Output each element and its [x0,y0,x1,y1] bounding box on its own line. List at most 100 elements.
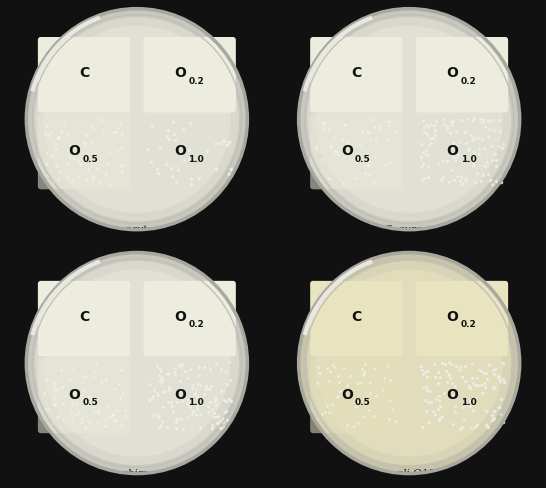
Point [89,125,98,133]
Point [382,363,391,370]
Point [44,172,52,180]
Point [117,422,126,429]
Circle shape [302,13,516,226]
Point [68,365,77,372]
Point [418,141,426,148]
Point [45,406,54,413]
Point [191,389,199,397]
Point [90,367,98,375]
Point [186,398,194,406]
Point [165,386,174,394]
Point [185,156,194,164]
Point [107,181,116,188]
Point [210,413,219,421]
Point [102,376,111,384]
Point [150,386,159,394]
Point [47,153,56,161]
Text: 0.2: 0.2 [188,76,204,85]
Point [357,365,366,373]
Point [379,374,388,382]
Point [360,170,369,178]
Point [483,133,492,141]
Point [41,161,50,168]
Point [421,368,430,376]
Text: O: O [447,309,459,324]
Text: 1.0: 1.0 [188,398,204,407]
Point [313,363,322,371]
Point [155,371,164,379]
Point [467,157,476,164]
Point [495,117,503,125]
Circle shape [302,257,516,470]
Point [312,418,321,426]
Point [153,363,162,370]
Point [464,147,473,155]
Point [216,140,224,147]
Point [75,391,84,399]
Point [460,152,468,160]
Point [370,179,379,186]
Point [386,377,395,385]
Point [179,157,188,165]
Point [324,175,333,183]
Point [365,379,374,387]
Point [462,176,471,184]
Point [424,174,432,182]
Point [112,418,121,426]
Point [337,136,346,143]
Point [360,395,369,403]
Point [206,365,215,373]
Point [219,424,228,431]
Point [40,389,49,397]
Point [164,384,173,391]
Point [67,417,76,425]
Point [64,131,73,139]
Circle shape [43,26,230,213]
Point [364,172,373,180]
Point [157,421,166,429]
Point [423,124,432,132]
Point [343,422,352,429]
Point [479,144,488,152]
Point [329,361,337,369]
Text: O: O [174,387,186,402]
Point [447,120,455,127]
Point [335,387,344,395]
Point [364,158,373,165]
Point [173,415,181,423]
Point [423,373,431,381]
Point [88,372,97,380]
Point [356,141,365,149]
Point [177,386,186,394]
Point [152,411,161,419]
Point [454,151,463,159]
Point [372,135,381,143]
Point [46,129,55,137]
Point [219,396,228,404]
Text: O: O [447,387,459,402]
Point [424,151,433,159]
Point [217,388,226,396]
Point [496,179,505,187]
Point [466,402,474,410]
Point [79,140,88,147]
Point [158,375,167,383]
Point [384,118,393,126]
Point [441,361,449,368]
Circle shape [33,260,240,467]
Point [440,389,448,397]
Point [474,146,483,154]
Point [155,413,163,421]
Point [345,372,354,380]
Point [110,384,119,392]
Point [419,370,428,378]
Point [371,392,380,400]
Point [418,177,426,184]
Point [167,399,176,407]
Point [333,393,341,401]
Point [491,156,500,164]
Point [58,416,67,424]
Point [215,424,223,431]
Point [486,176,495,184]
Point [477,136,486,144]
